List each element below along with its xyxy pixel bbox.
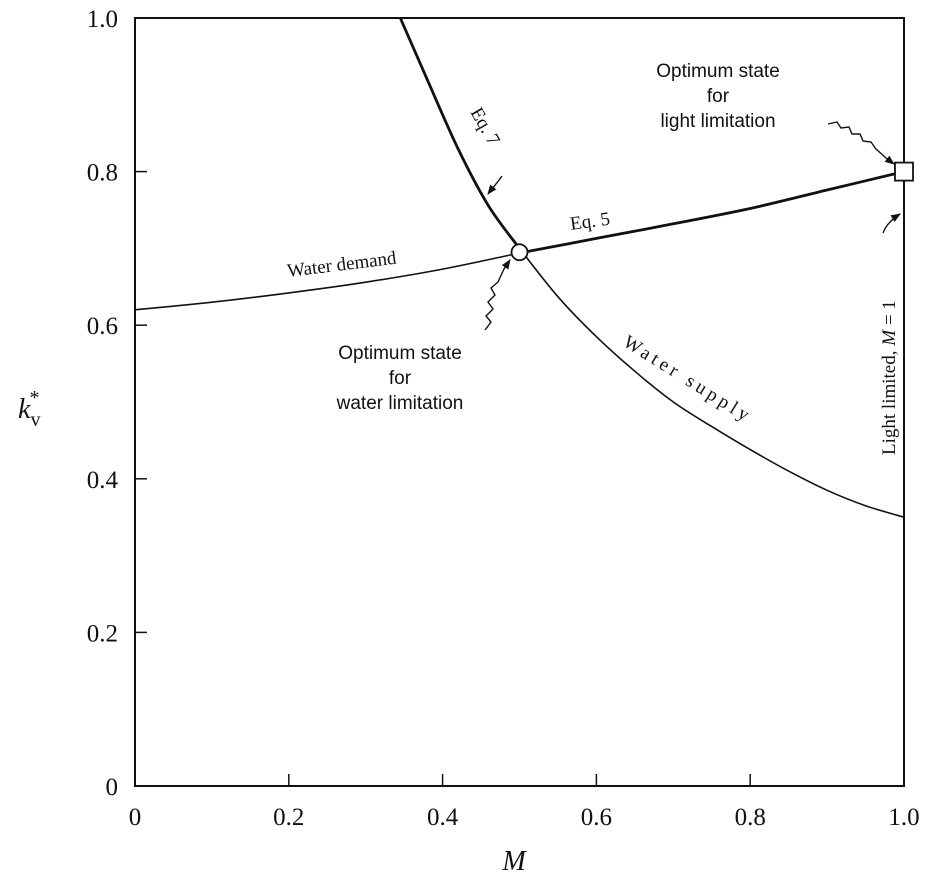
light-limited-suffix: = 1: [879, 300, 900, 330]
water-optimum-line-3: water limitation: [336, 393, 464, 414]
y-axis-title-sub: v: [30, 409, 40, 431]
arrow-light-limited: [882, 213, 901, 234]
water-optimum-line-2: for: [389, 368, 412, 389]
y-axis-title-sup: *: [29, 387, 39, 409]
eq5-label: Eq. 5: [569, 209, 612, 235]
water-supply-label: Water supply: [619, 331, 756, 427]
y-tick-label: 0.4: [87, 467, 119, 494]
x-tick-label: 0.8: [735, 804, 766, 831]
point-water-optimum: [510, 243, 529, 262]
light-limited-var: M: [879, 329, 900, 347]
eq7-label: Eq. 7: [466, 104, 504, 149]
x-tick-label: 0.2: [273, 804, 304, 831]
series-line-water-demand: [134, 252, 520, 311]
x-tick-label: 0.4: [427, 804, 459, 831]
point-light-optimum: [894, 161, 914, 182]
light-limited-prefix: Light limited,: [879, 346, 900, 455]
arrow-eq7: [487, 175, 503, 195]
y-axis-title: kv*: [18, 387, 40, 431]
water-optimum-line-1: Optimum state: [338, 343, 462, 364]
y-tick-label: 0.8: [87, 160, 118, 187]
x-axis-title: M: [501, 846, 527, 877]
series-line-water-supply: [518, 247, 905, 518]
y-tick-label: 1.0: [87, 6, 118, 33]
light-optimum-line-1: Optimum state: [656, 61, 780, 82]
series-line-eq5: [519, 170, 905, 255]
water-demand-label: Water demand: [286, 248, 398, 282]
x-tick-label: 0.6: [581, 804, 612, 831]
plot-frame: [134, 17, 905, 787]
x-tick-label: 1.0: [888, 804, 919, 831]
y-tick-label: 0.2: [87, 620, 118, 647]
series-line-eq7: [399, 17, 521, 250]
light-limited-label: Light limited, M = 1: [879, 300, 900, 455]
light-optimum-line-3: light limitation: [660, 111, 775, 132]
x-tick-label: 0: [129, 804, 142, 831]
y-axis-ticks: 0 0.2 0.4 0.6 0.8 1.0: [87, 6, 147, 801]
y-tick-label: 0.6: [87, 313, 118, 340]
light-optimum-line-2: for: [707, 86, 730, 107]
arrow-water-optimum: [484, 259, 511, 331]
arrow-light-optimum: [827, 121, 895, 165]
y-tick-label: 0: [106, 774, 119, 801]
y-axis-title-base: k: [18, 394, 31, 425]
x-axis-ticks: 0 0.2 0.4 0.6 0.8 1.0: [129, 774, 920, 831]
